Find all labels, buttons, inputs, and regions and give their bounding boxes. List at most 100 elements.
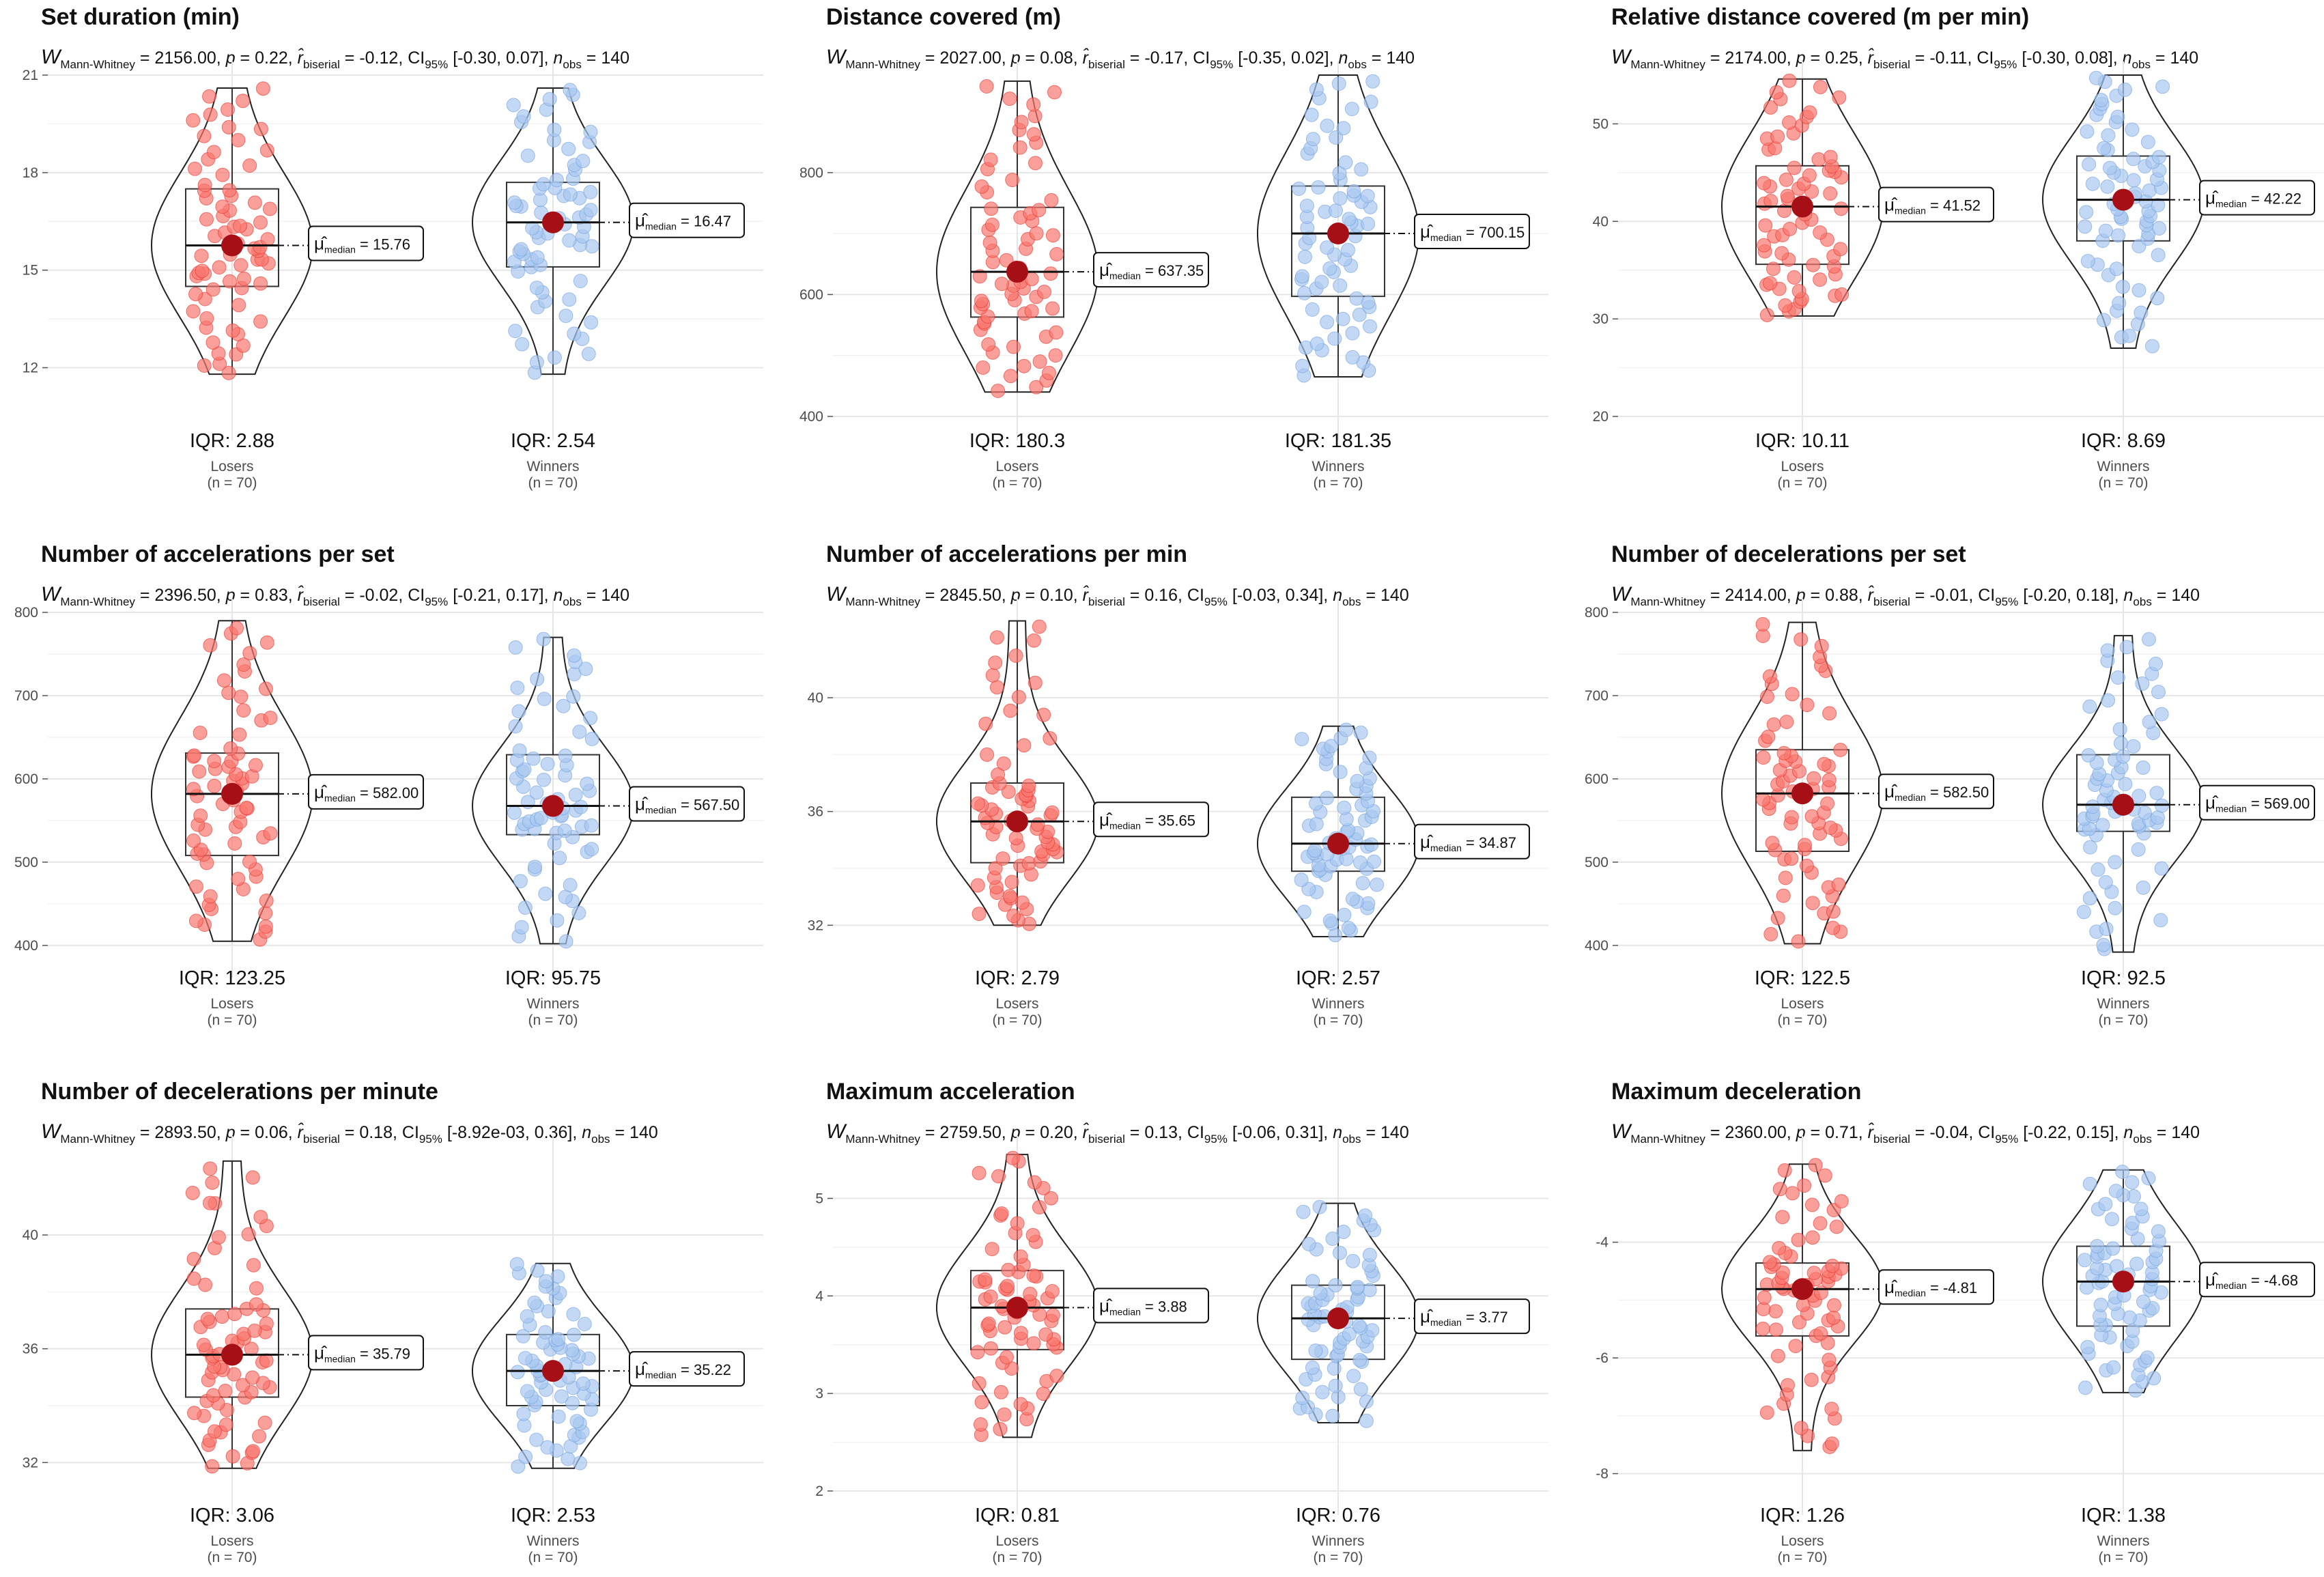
violin-winners [1257, 74, 1419, 378]
data-point [1804, 1197, 1819, 1212]
data-point [530, 672, 545, 687]
data-point [247, 1323, 262, 1338]
data-point [2076, 905, 2091, 920]
data-point [508, 719, 523, 734]
data-point [995, 851, 1010, 866]
data-point [241, 1227, 256, 1242]
data-point [236, 657, 251, 672]
data-point [225, 323, 240, 338]
data-point [221, 102, 235, 117]
data-point [2100, 179, 2115, 194]
data-point [1362, 750, 1377, 765]
data-point [188, 287, 203, 302]
data-point [188, 913, 203, 928]
data-point [2155, 79, 2170, 94]
data-point [1021, 778, 1036, 793]
data-point [1339, 722, 1354, 737]
data-point [1822, 773, 1837, 787]
median-point [1327, 832, 1349, 855]
data-point [1036, 1387, 1051, 1402]
data-point [993, 1384, 1008, 1400]
data-point [1350, 1279, 1365, 1294]
y-tick-label: 18 [23, 165, 38, 181]
gridlines [1618, 1136, 2324, 1515]
data-point [1036, 707, 1051, 722]
data-point [1808, 1158, 1823, 1173]
data-point [577, 1316, 592, 1331]
data-point [516, 109, 531, 124]
data-point [2080, 124, 2095, 139]
x-tick-label: Winners [526, 459, 579, 474]
data-point [2152, 221, 2166, 236]
data-point [529, 281, 544, 296]
median-point [2112, 793, 2134, 816]
panel-maximum-acceleration: Maximum acceleration WMann-Whitney = 2759… [815, 1079, 1548, 1565]
data-point [2153, 913, 2168, 928]
data-point [2142, 632, 2156, 647]
data-point [1782, 115, 1797, 130]
data-point [508, 640, 523, 655]
data-point [2082, 1176, 2097, 1191]
n-label: (n = 70) [1778, 1550, 1828, 1565]
iqr-label: IQR: 8.69 [2081, 430, 2166, 452]
data-point [1044, 193, 1059, 208]
y-tick-label: 21 [23, 68, 38, 83]
data-point [233, 690, 249, 705]
data-point [1802, 105, 1817, 120]
data-point [239, 800, 254, 815]
data-point [996, 756, 1011, 771]
data-point [1787, 160, 1802, 175]
data-point [511, 1459, 526, 1474]
iqr-label: IQR: 92.5 [2081, 967, 2166, 989]
data-point [1768, 1322, 1783, 1337]
data-point [2113, 736, 2128, 751]
data-point [530, 1263, 545, 1278]
data-point [2126, 152, 2141, 167]
data-point [1336, 121, 1351, 136]
data-point [1338, 155, 1353, 170]
data-point [1038, 1327, 1053, 1342]
data-point [1822, 1352, 1837, 1367]
data-point [533, 810, 548, 825]
data-point [985, 668, 1000, 683]
data-point [1337, 800, 1352, 815]
data-point [1768, 1304, 1783, 1319]
data-point [1834, 287, 1850, 302]
data-point [993, 1421, 1008, 1436]
median-label: μ̂median = 637.35 [1099, 259, 1204, 281]
y-tick-label: 600 [1585, 771, 1609, 787]
data-point [1320, 315, 1335, 330]
data-point [980, 747, 995, 762]
data-point [1003, 369, 1018, 384]
data-point [563, 83, 578, 98]
data-point [259, 681, 273, 696]
data-point [2100, 643, 2115, 658]
data-point [988, 655, 1003, 670]
data-point [568, 787, 583, 802]
data-point [2078, 1380, 2093, 1395]
data-point [223, 741, 238, 756]
data-point [1772, 1182, 1787, 1197]
data-point [2109, 261, 2124, 276]
data-point [2096, 937, 2111, 952]
data-point [576, 1376, 591, 1391]
data-point [1011, 690, 1026, 705]
data-point [259, 143, 274, 158]
data-point [2080, 254, 2095, 268]
data-point [1332, 166, 1347, 181]
data-point [1800, 698, 1815, 713]
data-point [1826, 920, 1841, 935]
data-point [558, 748, 573, 763]
data-point [1759, 1405, 1774, 1420]
data-point [1336, 1224, 1351, 1239]
data-point [569, 1414, 584, 1429]
data-point [1814, 638, 1829, 653]
data-point [991, 1169, 1006, 1184]
points-winners [2078, 70, 2170, 354]
data-point [1779, 715, 1794, 729]
data-point [1780, 188, 1795, 203]
panel-title: Number of accelerations per set [41, 541, 395, 567]
data-point [1822, 706, 1837, 721]
median-point [221, 1344, 243, 1366]
median-label-box [308, 1335, 424, 1371]
